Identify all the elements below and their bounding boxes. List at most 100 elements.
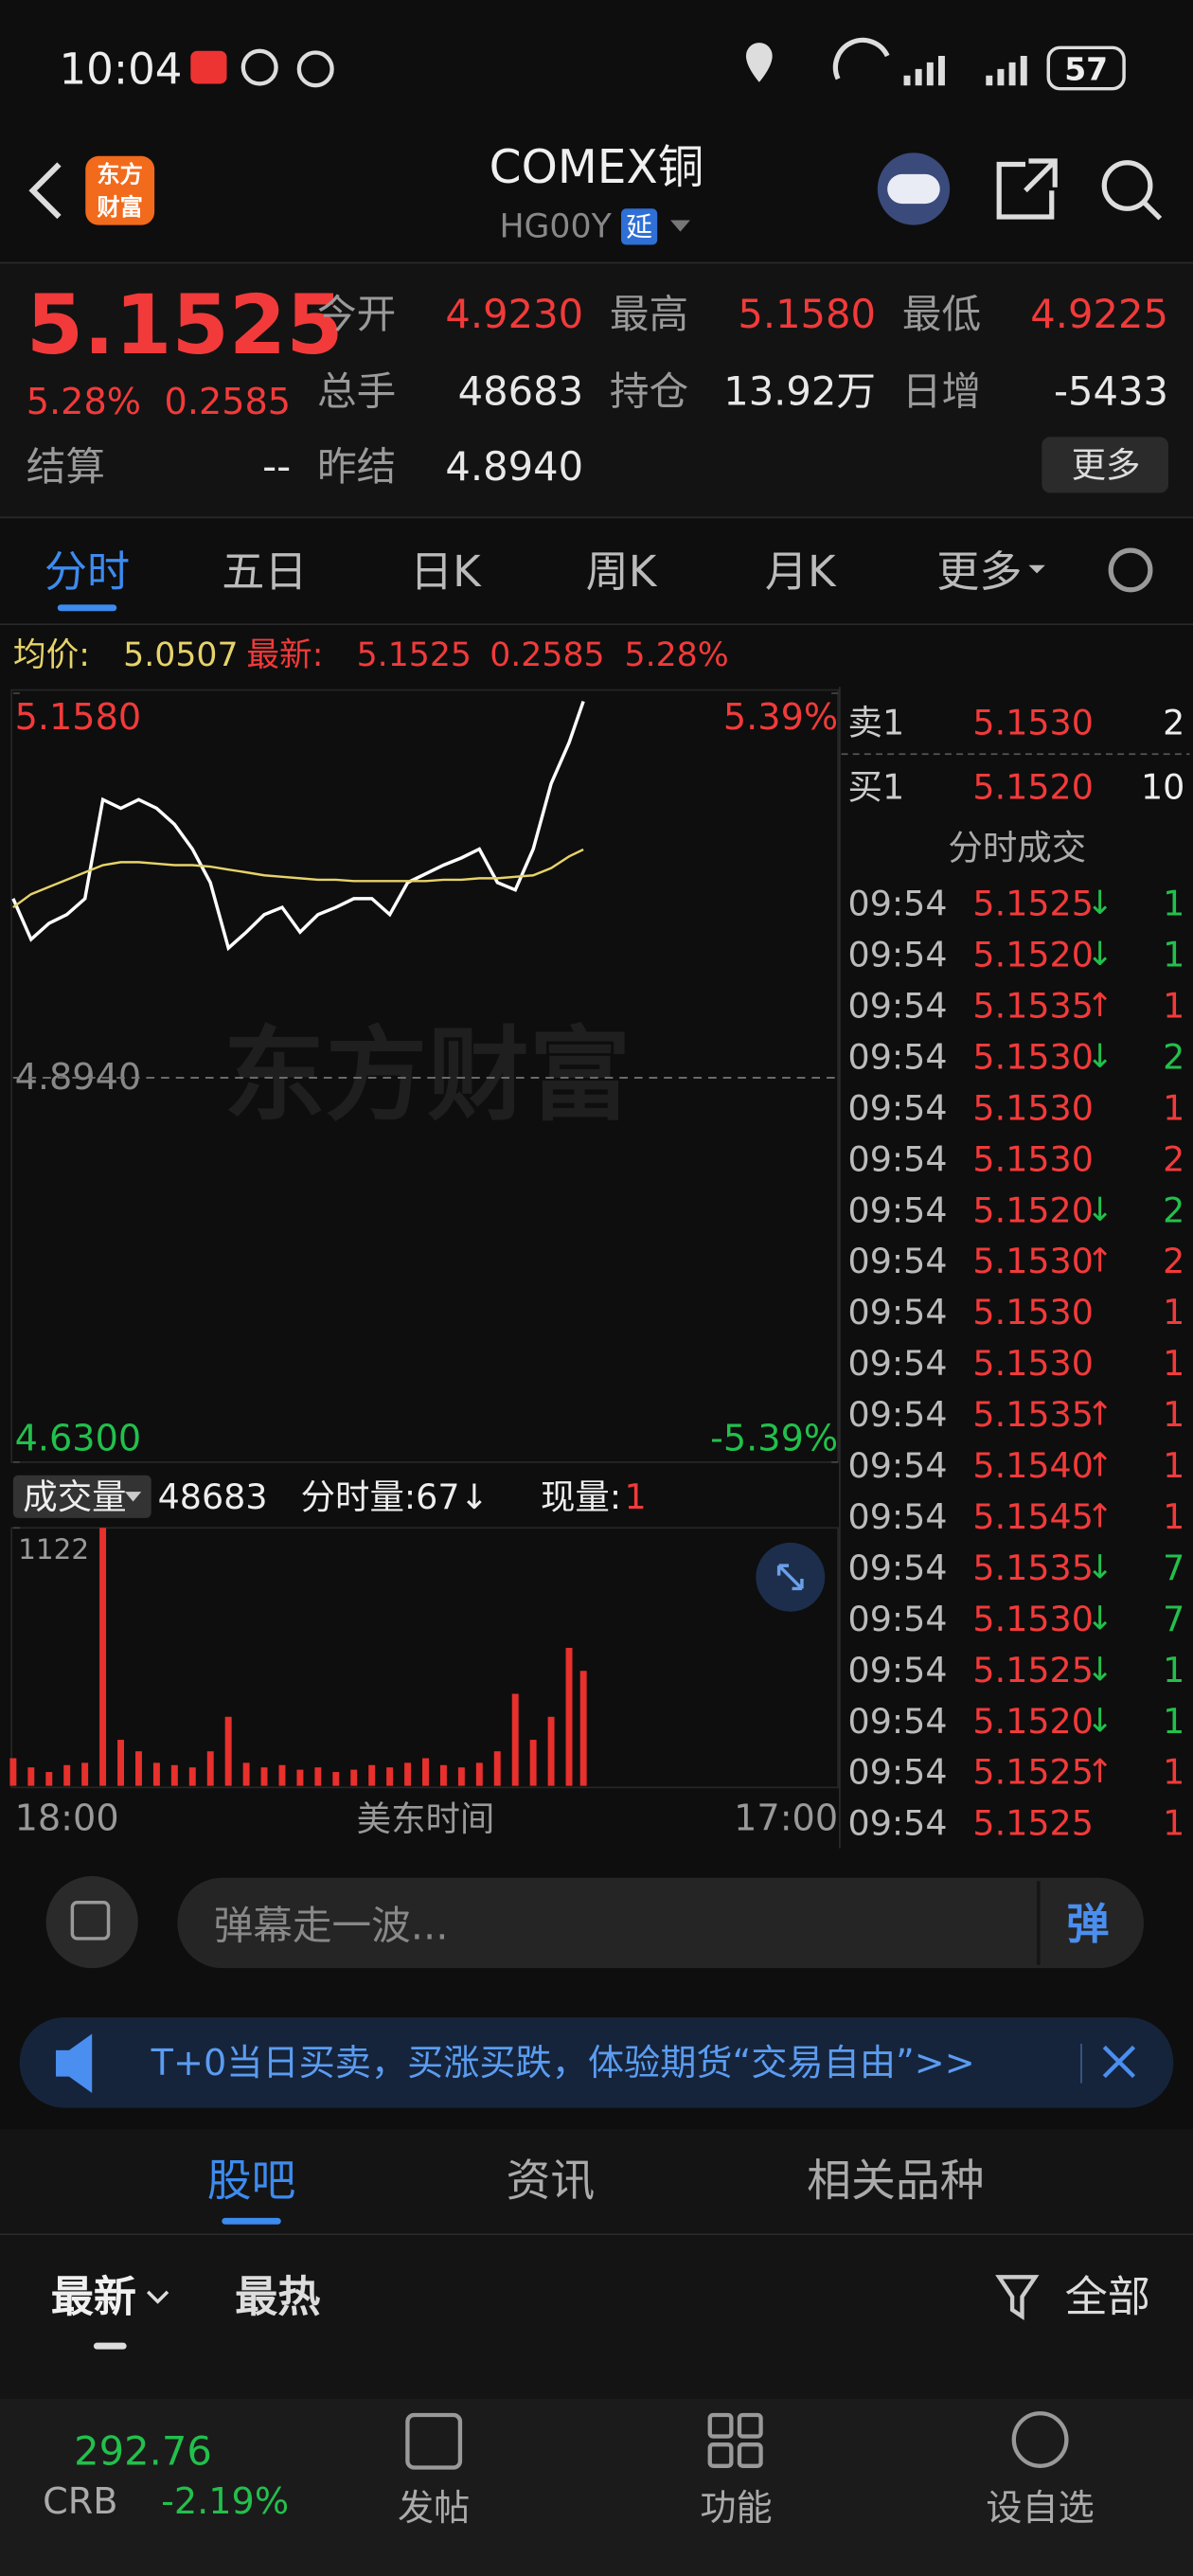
volume-bar <box>314 1767 322 1786</box>
nav-item[interactable]: 功能 <box>700 2488 772 2530</box>
volume-bar <box>368 1764 376 1786</box>
field-label: 结算 <box>27 443 105 490</box>
assistant-face <box>887 173 940 205</box>
nav-item[interactable]: 发帖 <box>398 2488 470 2530</box>
section-tab[interactable]: 股吧 <box>207 2156 296 2208</box>
change-percent: 5.28% <box>27 382 141 423</box>
trade-direction: ↑ <box>1086 1447 1113 1485</box>
trade-direction: ↑ <box>1086 1243 1113 1280</box>
latest-label: 最新: <box>246 636 323 674</box>
volume-bar <box>27 1767 35 1786</box>
trade-qty: 1 <box>1163 1752 1184 1793</box>
chart-tab[interactable]: 月K <box>765 546 837 597</box>
volume-bar <box>475 1762 483 1786</box>
trades-title: 分时成交 <box>948 828 1086 868</box>
trade-qty: 7 <box>1163 1547 1184 1588</box>
megaphone-icon <box>56 2033 93 2093</box>
more-button-text[interactable]: 更多 <box>1072 444 1141 485</box>
trade-direction: ↑ <box>1086 1396 1113 1434</box>
section-tab[interactable]: 相关品种 <box>807 2156 984 2208</box>
watchlist-icon <box>1011 2411 1069 2468</box>
volume-bar <box>134 1751 142 1786</box>
nav-item[interactable]: 设自选 <box>986 2488 1095 2530</box>
volume-bar <box>296 1769 304 1786</box>
volume-bar <box>547 1716 555 1786</box>
trade-time: 09:54 <box>848 1803 948 1844</box>
back-button[interactable] <box>28 162 62 220</box>
danmaku-send[interactable]: 弹 <box>1066 1899 1109 1949</box>
x-tick-label: 18:00 <box>15 1798 119 1839</box>
trade-time: 09:54 <box>848 1292 948 1333</box>
change-amount: 0.2585 <box>165 382 292 423</box>
trade-time: 09:54 <box>848 1701 948 1742</box>
danmaku-placeholder: 弹幕走一波... <box>214 1903 449 1949</box>
danmaku-input[interactable] <box>177 1877 1144 1969</box>
chart-tab[interactable]: 更多 <box>936 546 1022 597</box>
function-icon <box>737 2442 763 2468</box>
search-handle <box>1142 200 1163 221</box>
search-button[interactable] <box>1101 160 1153 211</box>
trade-direction: ↓ <box>1086 1038 1113 1076</box>
field-value: 4.9225 <box>1030 291 1168 337</box>
volume-bar <box>350 1769 358 1786</box>
volume-bar <box>529 1740 537 1786</box>
trade-time: 09:54 <box>848 1343 948 1384</box>
chart-tab[interactable]: 分时 <box>45 546 130 597</box>
current-volume: 1 <box>625 1476 647 1517</box>
trade-direction: ↓ <box>1086 885 1113 922</box>
trade-time: 09:54 <box>848 1394 948 1435</box>
volume-bar <box>565 1647 573 1786</box>
orderbook-price: 5.1530 <box>972 703 1093 743</box>
trade-time: 09:54 <box>848 1190 948 1230</box>
sort-option[interactable]: 最热 <box>235 2272 320 2322</box>
trade-qty: 1 <box>1163 935 1184 975</box>
trade-price: 5.1525 <box>972 1752 1093 1793</box>
field-value: 5.1580 <box>738 291 876 337</box>
latest-change: 0.2585 <box>490 636 604 674</box>
more-button[interactable] <box>1042 437 1168 493</box>
chart-tab[interactable]: 周K <box>586 546 658 597</box>
field-label: 最低 <box>902 291 981 337</box>
trade-qty: 1 <box>1163 1803 1184 1844</box>
trade-time: 09:54 <box>848 1599 948 1639</box>
chart-tab[interactable]: 五日 <box>222 546 307 597</box>
volume-bar <box>152 1762 160 1786</box>
trade-time: 09:54 <box>848 1087 948 1128</box>
location-icon <box>745 43 773 82</box>
status-icon <box>296 50 334 88</box>
status-time: 10:04 <box>59 44 182 94</box>
trade-direction: ↑ <box>1086 987 1113 1025</box>
trade-direction: ↑ <box>1086 1753 1113 1791</box>
volume-bar <box>511 1693 519 1786</box>
danmaku-toggle[interactable] <box>45 1876 138 1969</box>
trade-price: 5.1535 <box>972 985 1093 1026</box>
trade-qty: 1 <box>1163 1343 1184 1384</box>
promo-banner[interactable] <box>19 2017 1174 2108</box>
trade-qty: 1 <box>1163 884 1184 924</box>
delay-badge <box>621 208 658 245</box>
filter-icon[interactable] <box>995 2275 1040 2320</box>
section-tab[interactable]: 资讯 <box>507 2156 596 2208</box>
trade-time: 09:54 <box>848 1138 948 1179</box>
chart-tab[interactable]: 日K <box>410 546 482 597</box>
danmaku-icon <box>70 1901 111 1941</box>
trade-time: 09:54 <box>848 1547 948 1588</box>
field-value: 4.9230 <box>445 291 583 337</box>
volume-selector[interactable] <box>12 1475 151 1518</box>
dropdown-caret <box>1028 564 1045 574</box>
volume-bar <box>457 1767 465 1786</box>
volume-bar <box>99 1528 107 1786</box>
sort-option[interactable]: 最新 <box>51 2272 136 2322</box>
minute-volume: 分时量:67↓ <box>301 1476 489 1517</box>
quote-panel <box>0 262 1193 518</box>
volume-bar <box>386 1767 394 1786</box>
close-banner[interactable] <box>1102 2045 1136 2079</box>
share-button[interactable] <box>996 158 1058 220</box>
y-tick-label: 5.1580 <box>15 697 142 739</box>
trade-time: 09:54 <box>848 1445 948 1486</box>
settings-button[interactable] <box>1108 547 1153 593</box>
filter-scope[interactable]: 全部 <box>1065 2272 1150 2322</box>
dropdown-caret[interactable] <box>670 220 690 232</box>
trade-time: 09:54 <box>848 884 948 924</box>
trade-price: 5.1525 <box>972 1650 1093 1690</box>
